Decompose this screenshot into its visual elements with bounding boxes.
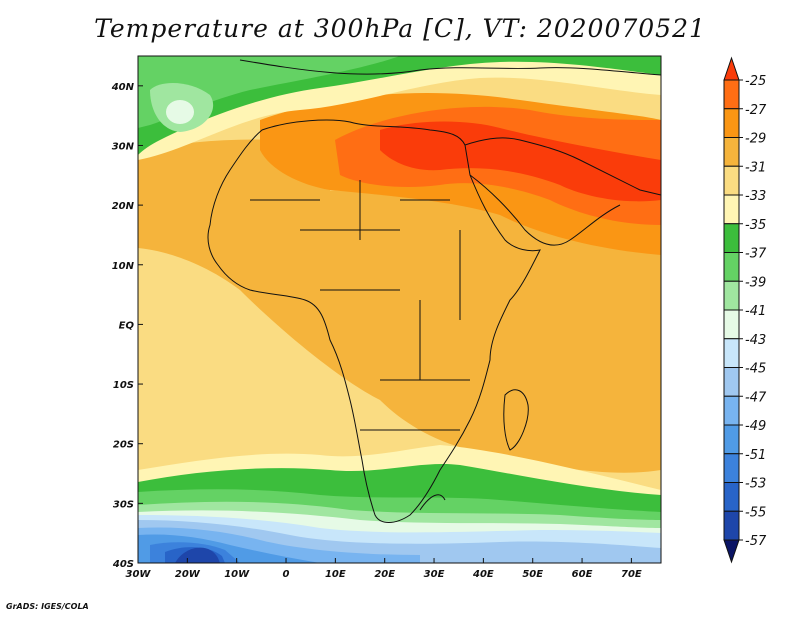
lat-tick-label: 20S bbox=[113, 440, 134, 451]
lat-tick-label: 30S bbox=[113, 499, 134, 510]
longitude-axis: 30W 20W 10W 0 10E 20E 30E 40E 50E 60E 70E bbox=[126, 558, 642, 580]
colorbar-swatch bbox=[723, 79, 740, 110]
colorbar-label: -43 bbox=[745, 333, 766, 348]
colorbar-swatch bbox=[723, 424, 740, 455]
colorbar-label: -41 bbox=[745, 304, 766, 319]
colorbar-label: -51 bbox=[745, 448, 766, 463]
colorbar-swatch bbox=[723, 482, 740, 512]
lon-tick-label: 20E bbox=[374, 569, 395, 580]
lon-tick-label: 10W bbox=[224, 569, 250, 580]
coastlines bbox=[207, 59, 661, 523]
field-band-red bbox=[380, 121, 661, 202]
colorbar-label: -49 bbox=[745, 419, 766, 434]
latitude-axis: 40N 30N 20N 10N EQ 10S 20S 30S 40S bbox=[111, 82, 143, 570]
map-title: Temperature at 300hPa [C], VT: 202007052… bbox=[94, 14, 706, 43]
lon-tick-label: 70E bbox=[621, 569, 642, 580]
lat-tick-label: 40N bbox=[111, 82, 135, 93]
lat-tick-label: EQ bbox=[119, 320, 135, 331]
colorbar: -25 -27 -29 -31 -33 -35 -37 -39 -41 -43 -45 -47 -49 -… bbox=[723, 56, 767, 564]
temperature-field bbox=[138, 56, 661, 563]
lon-tick-label: 40E bbox=[472, 569, 494, 580]
lat-tick-label: 30N bbox=[112, 141, 135, 152]
colorbar-label: -29 bbox=[745, 132, 766, 147]
colorbar-top-arrow bbox=[723, 56, 740, 81]
lon-tick-label: 10E bbox=[325, 569, 346, 580]
lat-tick-label: 20N bbox=[112, 201, 135, 212]
colorbar-swatch bbox=[723, 108, 740, 138]
colorbar-label: -53 bbox=[745, 477, 766, 492]
colorbar-label: -45 bbox=[745, 362, 766, 377]
colorbar-swatch bbox=[723, 367, 740, 397]
lon-tick-label: 20W bbox=[175, 569, 201, 580]
colorbar-label: -39 bbox=[745, 275, 766, 290]
colorbar-label: -57 bbox=[745, 534, 767, 549]
colorbar-swatch bbox=[723, 510, 740, 541]
colorbar-swatch bbox=[723, 453, 740, 483]
colorbar-swatch bbox=[723, 252, 740, 282]
field-band-orange bbox=[138, 190, 661, 473]
lon-tick-label: 60E bbox=[572, 569, 593, 580]
colorbar-swatch bbox=[723, 395, 740, 426]
colorbar-label: -37 bbox=[745, 247, 767, 262]
colorbar-swatch bbox=[723, 223, 740, 253]
lon-tick-label: 0 bbox=[283, 569, 290, 580]
colorbar-label: -33 bbox=[745, 189, 766, 204]
credit-label: GrADS: IGES/COLA bbox=[6, 602, 89, 611]
colorbar-swatch bbox=[723, 280, 740, 311]
colorbar-label: -35 bbox=[745, 218, 766, 233]
colorbar-label: -55 bbox=[745, 505, 766, 520]
colorbar-swatch bbox=[723, 137, 740, 167]
colorbar-swatch bbox=[723, 338, 740, 368]
colorbar-label: -47 bbox=[745, 390, 767, 405]
colorbar-swatch bbox=[723, 165, 740, 196]
colorbar-label: -25 bbox=[745, 74, 766, 89]
lon-tick-label: 30W bbox=[126, 569, 152, 580]
lon-tick-label: 30E bbox=[424, 569, 445, 580]
colorbar-swatch bbox=[723, 194, 740, 225]
plot-frame bbox=[137, 55, 662, 564]
colorbar-label: -31 bbox=[745, 160, 766, 175]
lat-tick-label: 10S bbox=[113, 380, 134, 391]
colorbar-swatch bbox=[723, 309, 740, 340]
lat-tick-label: 10N bbox=[112, 261, 135, 272]
field-band-lightgreen-north bbox=[138, 56, 400, 128]
colorbar-bottom-arrow bbox=[723, 539, 740, 564]
field-band-navy-south bbox=[175, 547, 220, 563]
colorbar-label: -27 bbox=[745, 103, 767, 118]
lat-tick-label: 40S bbox=[112, 559, 134, 570]
lon-tick-label: 50E bbox=[522, 569, 543, 580]
